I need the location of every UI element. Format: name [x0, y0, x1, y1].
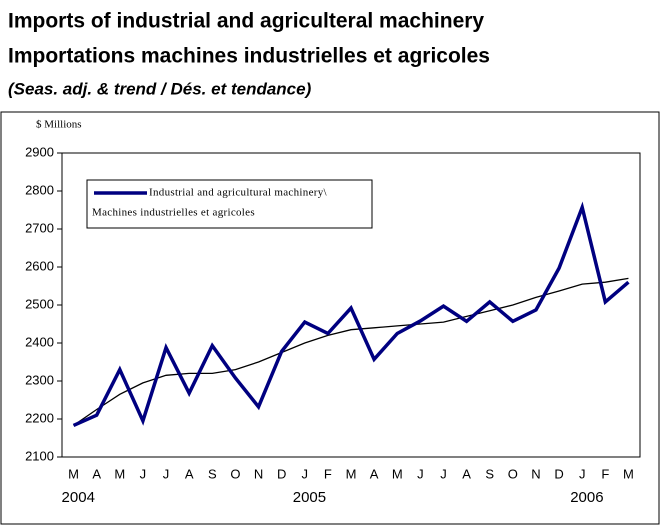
y-tick-label: 2800: [25, 182, 54, 197]
chart-title-fr: Importations machines industrielles et a…: [8, 45, 490, 68]
chart-title: Imports of industrial and agriculteral m…: [8, 10, 484, 33]
x-tick-label: A: [462, 466, 471, 481]
x-tick-label: O: [508, 466, 518, 481]
legend: [86, 179, 373, 229]
year-label: 2004: [62, 489, 95, 506]
y-axis-label: $ Millions: [36, 119, 82, 131]
x-tick-label: F: [324, 466, 332, 481]
y-tick-label: 2900: [25, 144, 54, 159]
x-tick-label: J: [302, 466, 309, 481]
x-tick-label: O: [230, 466, 240, 481]
x-tick-label: A: [185, 466, 194, 481]
x-tick-label: D: [277, 466, 286, 481]
y-tick-label: 2300: [25, 372, 54, 387]
legend-label: Industrial and agricultural machinery\: [149, 187, 328, 199]
chart-subtitle: (Seas. adj. & trend / Dés. et tendance): [8, 79, 312, 98]
x-tick-label: M: [623, 466, 634, 481]
x-tick-label: J: [140, 466, 147, 481]
x-tick-label: S: [485, 466, 494, 481]
x-tick-label: J: [579, 466, 586, 481]
x-tick-label: J: [163, 466, 170, 481]
x-tick-label: D: [554, 466, 563, 481]
y-tick-label: 2700: [25, 220, 54, 235]
x-tick-label: N: [254, 466, 263, 481]
x-tick-label: A: [92, 466, 101, 481]
year-label: 2005: [293, 489, 326, 506]
line-series: [72, 201, 630, 428]
y-tick-label: 2500: [25, 296, 54, 311]
x-tick-label: M: [392, 466, 403, 481]
x-tick-label: N: [531, 466, 540, 481]
line-series: [73, 277, 629, 426]
x-tick-label: A: [370, 466, 379, 481]
x-tick-label: J: [440, 466, 447, 481]
year-label: 2006: [570, 489, 603, 506]
x-tick-label: F: [601, 466, 609, 481]
x-tick-label: M: [114, 466, 125, 481]
x-tick-label: M: [68, 466, 79, 481]
y-tick-label: 2200: [25, 410, 54, 425]
x-tick-label: S: [208, 466, 217, 481]
frame: [0, 111, 660, 525]
x-tick-label: M: [346, 466, 357, 481]
x-tick-label: J: [417, 466, 424, 481]
legend-label: Machines industrielles et agricoles: [92, 207, 255, 219]
y-tick-label: 2600: [25, 258, 54, 273]
y-tick-label: 2400: [25, 334, 54, 349]
y-tick-label: 2100: [25, 448, 54, 463]
